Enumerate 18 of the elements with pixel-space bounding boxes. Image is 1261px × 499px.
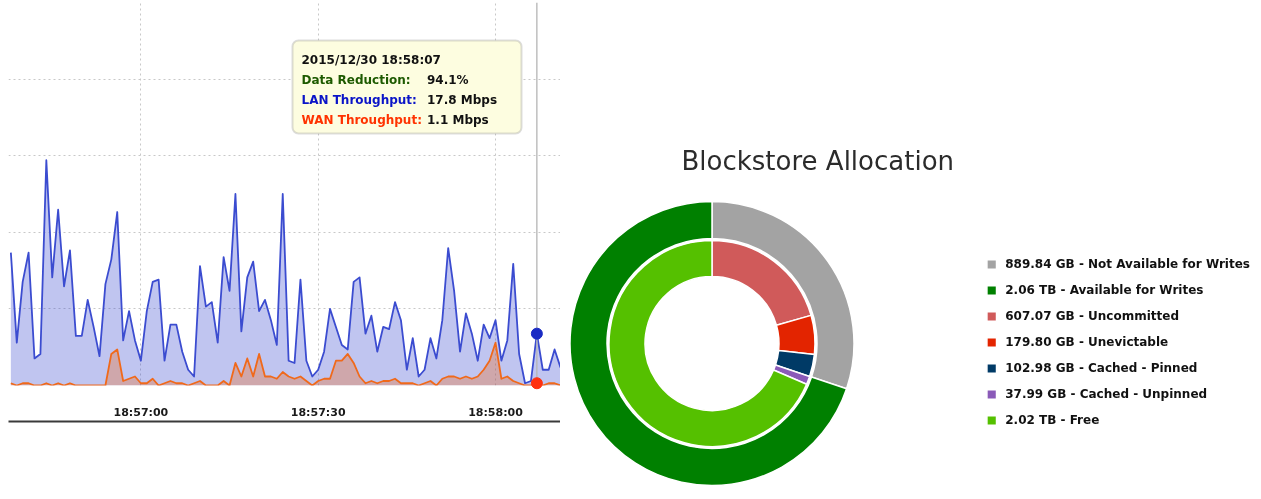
- chart-title: Blockstore Allocation: [681, 145, 955, 176]
- legend-label: 179.80 GB - Unevictable: [1005, 334, 1169, 350]
- legend-label: 37.99 GB - Cached - Unpinned: [1005, 386, 1208, 402]
- text: Data Reduction:: [301, 72, 411, 87]
- legend-label: 2.02 TB - Free: [1005, 412, 1100, 428]
- text: WAN Throughput:: [301, 112, 422, 127]
- x-tick-label: 18:58:00: [468, 405, 524, 419]
- text: 17.8 Mbps: [427, 92, 498, 107]
- legend-label: 889.84 GB - Not Available for Writes: [1005, 256, 1250, 272]
- x-tick-label: 18:57:30: [290, 405, 346, 419]
- text: LAN Throughput:: [301, 92, 417, 107]
- text: 1.1 Mbps: [427, 112, 489, 127]
- text: 94.1%: [427, 72, 469, 87]
- legend-label: 607.07 GB - Uncommitted: [1005, 308, 1180, 324]
- legend-label: 2.06 TB - Available for Writes: [1005, 282, 1204, 298]
- x-tick-label: 18:57:00: [113, 405, 169, 419]
- text: 2015/12/30 18:58:07: [301, 52, 441, 67]
- legend-label: 102.98 GB - Cached - Pinned: [1005, 360, 1198, 376]
